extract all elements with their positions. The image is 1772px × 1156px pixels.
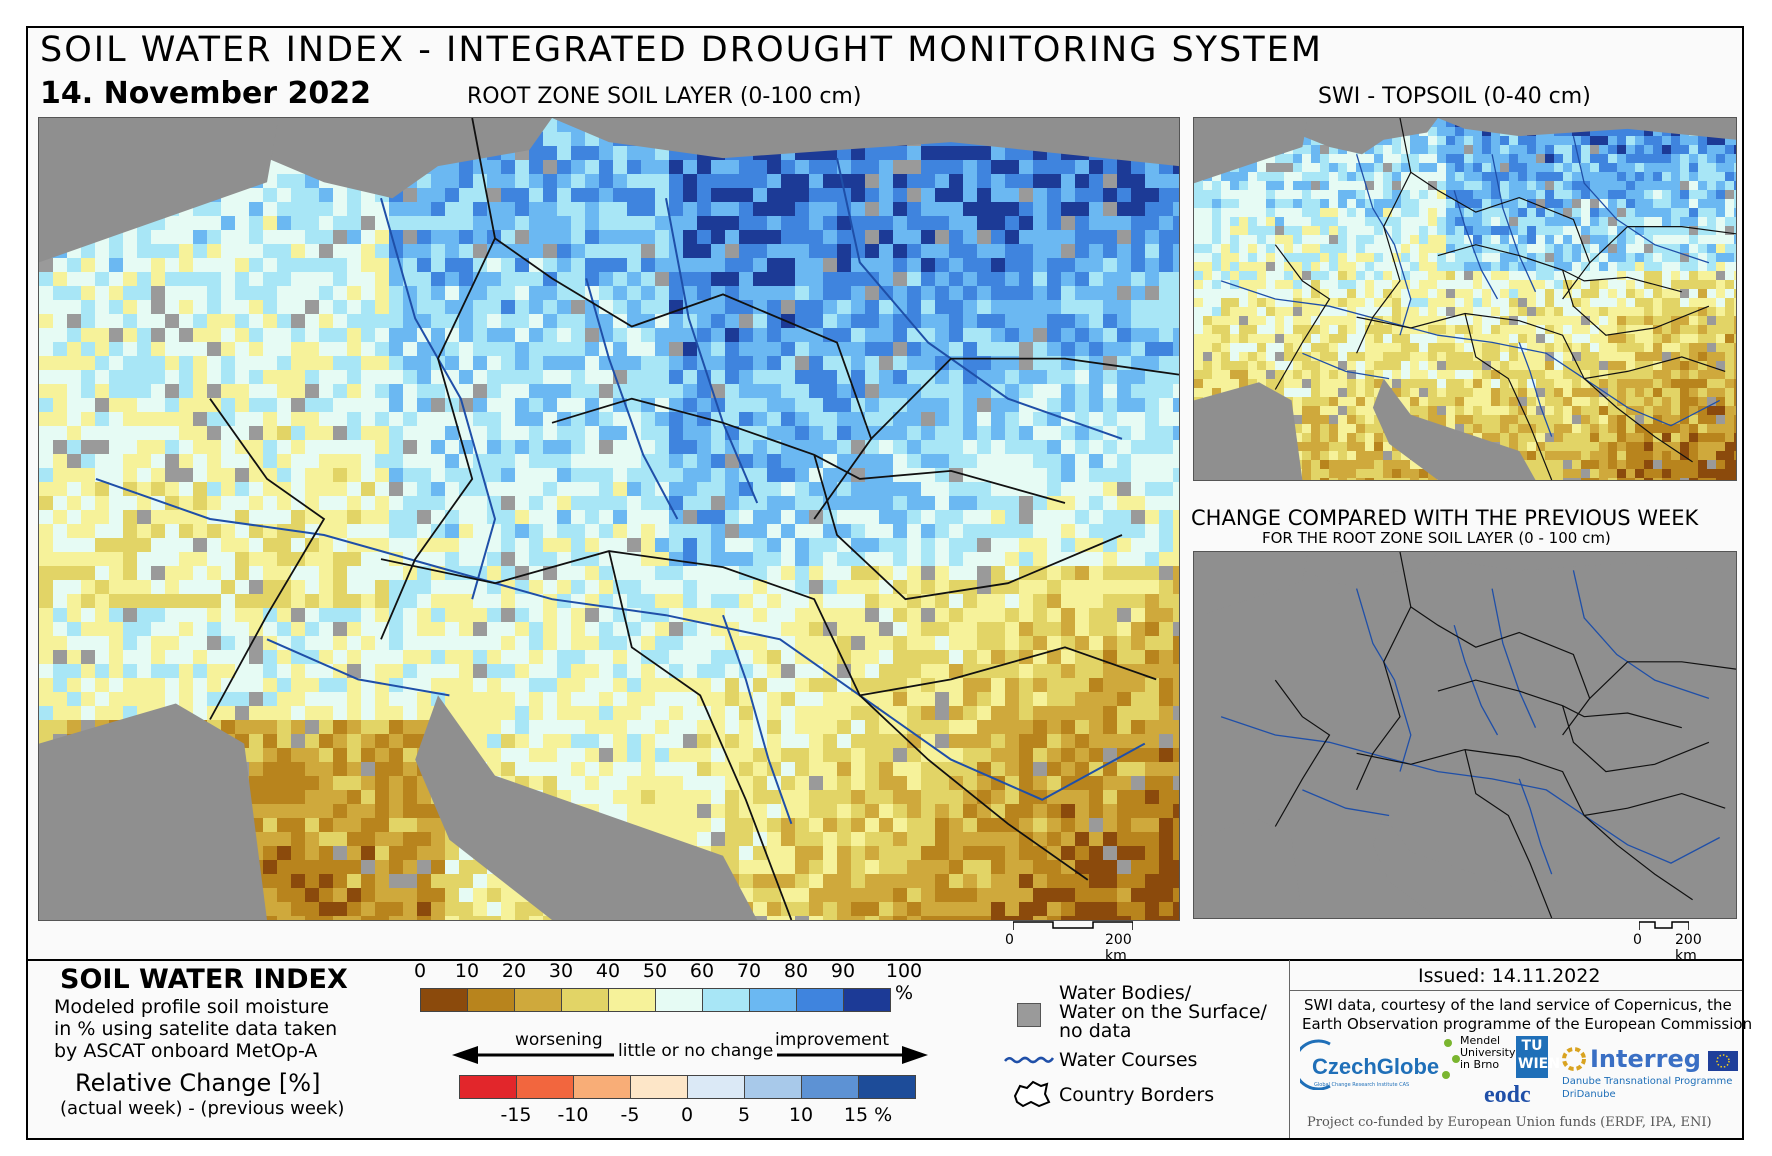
interreg-programme: Danube Transnational Programme: [1562, 1076, 1733, 1087]
funding-note: Project co-funded by European Union fund…: [1307, 1115, 1712, 1130]
topsoil-map-label: SWI - TOPSOIL (0-40 cm): [1318, 84, 1591, 109]
swi-legend-title: SOIL WATER INDEX: [60, 964, 348, 995]
water-bodies-swatch: [1017, 1003, 1041, 1027]
swi-swatch-0: [420, 988, 468, 1012]
credit-line-2: Earth Observation programme of the Europ…: [1302, 1015, 1753, 1033]
change-swatch-3: [630, 1075, 688, 1099]
swi-tick-label: 10: [454, 960, 480, 982]
topsoil-swi-map: [1193, 117, 1737, 481]
swi-swatch-1: [467, 988, 515, 1012]
swi-tick-label: 90: [830, 960, 856, 982]
small-scale-start: 0: [1633, 932, 1642, 948]
swi-swatch-6: [702, 988, 750, 1012]
swi-tick-label: 80: [783, 960, 809, 982]
swi-swatch-8: [796, 988, 844, 1012]
czechglobe-wordmark: CzechGlobe: [1312, 1054, 1440, 1079]
swi-swatch-2: [514, 988, 562, 1012]
change-tick-label: 10: [788, 1104, 814, 1126]
change-swatch-4: [687, 1075, 745, 1099]
little-change-label: little or no change: [614, 1041, 778, 1061]
swi-swatch-3: [561, 988, 609, 1012]
change-swatch-5: [744, 1075, 802, 1099]
issued-date: Issued: 14.11.2022: [1418, 965, 1601, 987]
root-zone-swi-map: [38, 117, 1180, 921]
swi-swatch-4: [608, 988, 656, 1012]
swi-tick-label: 40: [595, 960, 621, 982]
interreg-wordmark: Interreg: [1590, 1045, 1701, 1073]
swi-swatch-7: [749, 988, 797, 1012]
main-scale-start: 0: [1005, 932, 1014, 948]
swi-tick-label: 60: [689, 960, 715, 982]
czechglobe-subtitle: Global Change Research Institute CAS: [1314, 1082, 1410, 1088]
swi-tick-label: 0: [413, 960, 427, 982]
swi-swatch-9: [843, 988, 891, 1012]
change-tick-label: -10: [557, 1104, 589, 1126]
country-borders-icon: [1013, 1080, 1051, 1108]
swi-legend-description: Modeled profile soil moisture in % using…: [54, 996, 338, 1062]
swi-tick-label: 50: [642, 960, 668, 982]
relative-change-description: (actual week) - (previous week): [60, 1098, 345, 1119]
swi-tick-label: 20: [501, 960, 527, 982]
relative-change-title: Relative Change [%]: [75, 1069, 321, 1097]
change-swatch-7: [858, 1075, 916, 1099]
figure-title: SOIL WATER INDEX - INTEGRATED DROUGHT MO…: [40, 30, 1323, 70]
change-swatch-2: [573, 1075, 631, 1099]
tu-wien-logo: TU WIEN: [1516, 1036, 1560, 1078]
change-tick-label: 15 %: [843, 1104, 893, 1126]
change-tick-label: -5: [620, 1104, 640, 1126]
change-swatch-1: [516, 1075, 574, 1099]
change-swatch-6: [801, 1075, 859, 1099]
issued-underline: [1290, 990, 1742, 991]
interreg-project: DriDanube: [1562, 1089, 1616, 1100]
change-swatch-0: [459, 1075, 517, 1099]
change-tick-label: 0: [680, 1104, 694, 1126]
swi-tick-label: 70: [736, 960, 762, 982]
swi-swatch-5: [655, 988, 703, 1012]
change-map-subtitle: FOR THE ROOT ZONE SOIL LAYER (0 - 100 cm…: [1262, 529, 1611, 547]
water-bodies-label: Water Bodies/ Water on the Surface/ no d…: [1059, 982, 1267, 1042]
figure-date: 14. November 2022: [40, 76, 372, 111]
mendel-wordmark: Mendel University in Brno: [1460, 1034, 1516, 1071]
water-courses-icon: [1004, 1056, 1055, 1064]
tu-wien-wordmark: TU WIEN: [1518, 1038, 1560, 1072]
swi-tick-label: 100 %: [885, 960, 923, 1004]
country-borders-label: Country Borders: [1059, 1084, 1215, 1106]
weekly-change-map: [1193, 551, 1737, 919]
credits-divider: [1289, 960, 1290, 1138]
credit-line-1: SWI data, courtesy of the land service o…: [1304, 996, 1732, 1014]
main-map-label: ROOT ZONE SOIL LAYER (0-100 cm): [467, 84, 862, 109]
change-map-title: CHANGE COMPARED WITH THE PREVIOUS WEEK: [1191, 506, 1699, 530]
water-courses-label: Water Courses: [1059, 1049, 1198, 1071]
improvement-label: improvement: [772, 1030, 893, 1050]
swi-tick-label: 30: [548, 960, 574, 982]
eu-flag-icon: [1708, 1051, 1738, 1071]
legend-divider: [28, 959, 1742, 961]
change-tick-label: -15: [500, 1104, 532, 1126]
worsening-label: worsening: [512, 1030, 606, 1050]
change-tick-label: 5: [737, 1104, 751, 1126]
eodc-logo: eodc: [1484, 1082, 1531, 1108]
